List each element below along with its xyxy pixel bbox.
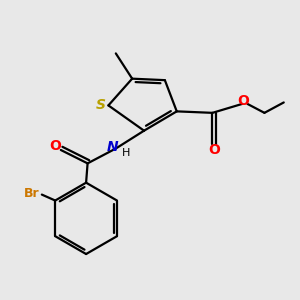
Text: H: H [122,148,130,158]
Text: O: O [238,94,250,108]
Text: N: N [107,140,119,154]
Text: S: S [96,98,106,112]
Text: Br: Br [24,187,39,200]
Text: O: O [49,139,61,152]
Text: O: O [208,143,220,157]
